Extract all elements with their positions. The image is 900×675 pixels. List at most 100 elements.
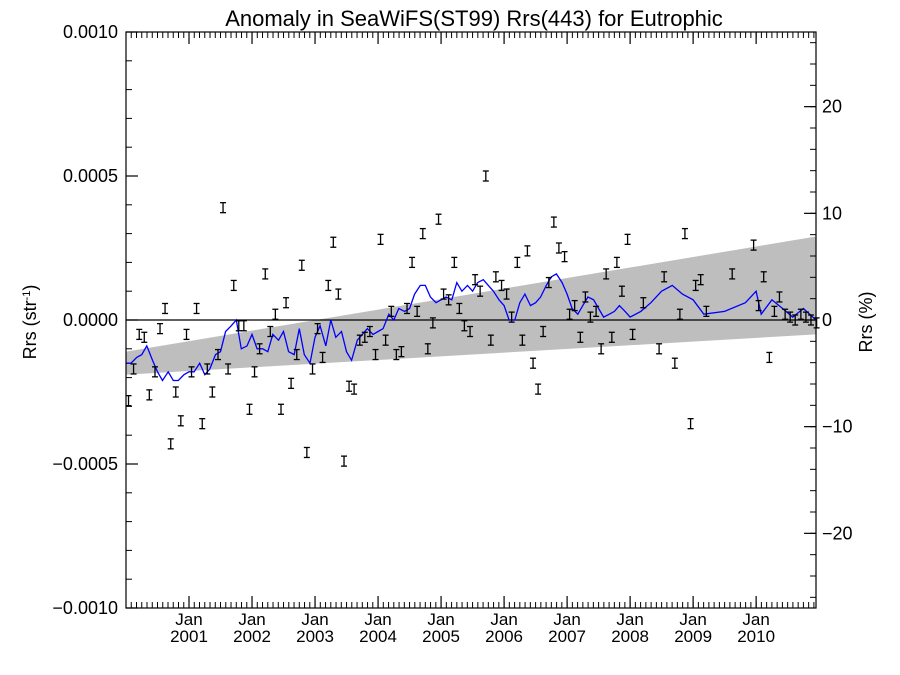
error-bar-point xyxy=(141,331,148,343)
error-bar-point xyxy=(760,271,767,283)
error-bar-point xyxy=(283,297,290,309)
error-bar-point xyxy=(162,302,169,315)
error-bar-point xyxy=(593,305,600,318)
error-bar-point xyxy=(435,213,442,225)
x-tick-year-label: 2010 xyxy=(737,627,775,646)
right-tick-label: −20 xyxy=(822,523,853,543)
error-bar-point xyxy=(703,305,710,318)
smoothed-series xyxy=(126,273,817,382)
left-tick-label: 0.0010 xyxy=(63,22,118,42)
error-bar-point xyxy=(571,299,578,312)
x-tick-month-label: Jan xyxy=(301,610,328,629)
x-tick-month-label: Jan xyxy=(427,610,454,629)
error-bar-point xyxy=(566,308,573,320)
error-bar-point xyxy=(267,325,274,338)
error-bar-point xyxy=(177,415,184,427)
error-bar-point xyxy=(361,331,368,343)
error-bar-point xyxy=(440,288,447,300)
error-bar-point xyxy=(503,288,510,300)
x-tick-month-label: Jan xyxy=(553,610,580,629)
error-bar-point xyxy=(251,366,258,378)
error-bar-point xyxy=(172,386,179,398)
x-tick-year-label: 2002 xyxy=(233,627,271,646)
error-bar-point xyxy=(193,302,200,315)
error-bar-point xyxy=(787,311,794,323)
error-bar-point xyxy=(487,334,494,346)
error-bar-point xyxy=(215,348,221,361)
error-bar-point xyxy=(272,308,279,320)
error-bar-point xyxy=(398,346,405,358)
error-bar-point xyxy=(130,363,137,375)
x-tick-year-label: 2007 xyxy=(548,627,586,646)
error-bar-point xyxy=(508,311,515,323)
monthly-error-bars xyxy=(125,170,820,467)
x-tick-year-label: 2009 xyxy=(674,627,712,646)
error-bar-point xyxy=(429,317,436,329)
smoothed-line xyxy=(126,273,817,382)
error-bar-point xyxy=(424,343,431,355)
error-bar-point xyxy=(377,233,384,246)
plot-area xyxy=(125,31,820,609)
error-bar-point xyxy=(697,274,704,286)
error-bar-point xyxy=(235,320,242,332)
error-bar-point xyxy=(188,366,195,378)
error-bar-point xyxy=(366,325,373,338)
error-bar-point xyxy=(624,233,631,246)
error-bar-point xyxy=(587,311,594,323)
error-bar-point xyxy=(555,242,562,254)
error-bar-point xyxy=(445,294,452,306)
error-bar-point xyxy=(550,216,557,228)
error-bar-point xyxy=(577,331,584,343)
error-bar-point xyxy=(467,325,474,338)
error-bar-point xyxy=(351,383,358,395)
error-bar-point xyxy=(671,357,678,369)
error-bar-point xyxy=(782,308,789,320)
error-bar-point xyxy=(388,305,395,318)
error-bar-point xyxy=(482,170,489,182)
x-tick-month-label: Jan xyxy=(742,610,769,629)
error-bar-point xyxy=(382,334,389,346)
error-bar-point xyxy=(608,331,615,343)
x-tick-year-label: 2005 xyxy=(422,627,460,646)
error-bar-point xyxy=(220,202,227,214)
x-tick-year-label: 2008 xyxy=(611,627,649,646)
error-bar-point xyxy=(776,291,783,303)
left-axis: −0.0010 −0.0005 0.0000 0.0005 0.0010 xyxy=(52,22,138,618)
x-tick-year-label: 2004 xyxy=(359,627,397,646)
left-tick-label: 0.0005 xyxy=(63,166,118,186)
error-bar-point xyxy=(246,403,253,415)
error-bar-point xyxy=(372,348,379,361)
error-bar-point xyxy=(293,348,300,361)
error-bar-point xyxy=(414,305,421,318)
error-bar-point xyxy=(519,334,526,346)
error-bar-point xyxy=(813,317,820,329)
error-bar-point xyxy=(346,380,353,392)
error-bar-point xyxy=(766,351,773,364)
error-bar-point xyxy=(797,308,804,320)
error-bar-point xyxy=(461,320,468,332)
error-bar-point xyxy=(303,446,310,459)
error-bar-point xyxy=(535,383,542,395)
error-bar-point xyxy=(404,302,411,315)
error-bar-point xyxy=(262,268,269,280)
right-tick-label: −10 xyxy=(822,417,853,437)
left-tick-label: −0.0005 xyxy=(52,454,118,474)
left-axis-label: Rrs (str-1) xyxy=(20,285,40,360)
error-bar-point xyxy=(545,276,552,289)
right-tick-label: 10 xyxy=(822,203,842,223)
error-bar-point xyxy=(640,297,647,309)
error-bar-point xyxy=(750,239,757,251)
error-bar-point xyxy=(613,256,620,269)
error-bar-point xyxy=(335,288,342,300)
error-bar-point xyxy=(692,279,699,292)
trend-band xyxy=(126,236,816,375)
left-tick-label: −0.0010 xyxy=(52,598,118,618)
error-bar-point xyxy=(419,227,426,240)
x-tick-month-label: Jan xyxy=(679,610,706,629)
x-tick-month-label: Jan xyxy=(175,610,202,629)
right-axis: −20 −10 0 10 20 xyxy=(804,42,853,598)
error-bar-point xyxy=(199,418,206,430)
right-tick-label: 0 xyxy=(822,310,832,330)
error-bar-point xyxy=(681,227,688,240)
